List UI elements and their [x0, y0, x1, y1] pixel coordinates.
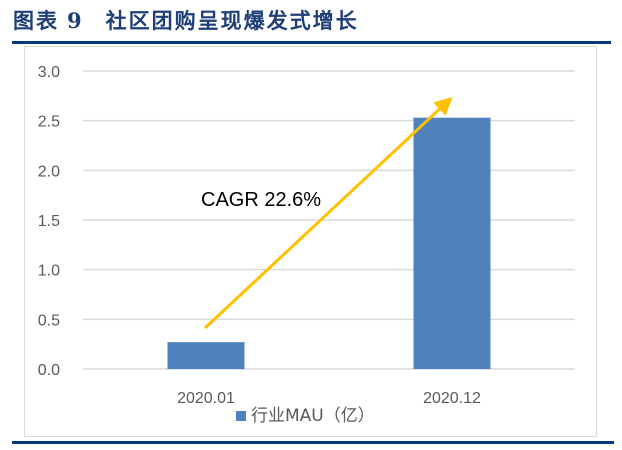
y-tick-label: 1.0: [38, 263, 60, 280]
y-tick-label: 1.5: [38, 213, 60, 230]
y-tick-label: 0.5: [38, 312, 60, 329]
header-rule: [12, 41, 611, 44]
bars: [167, 117, 491, 369]
legend-label: 行业MAU（亿）: [251, 406, 375, 426]
y-tick-label: 3.0: [38, 64, 60, 81]
figure-label: 图表: [13, 8, 59, 33]
legend-swatch: [236, 411, 246, 421]
x-tick-label: 2020.01: [177, 390, 235, 407]
footer-rule: [12, 441, 614, 444]
y-tick-label: 0.0: [38, 362, 60, 379]
legend: 行业MAU（亿）: [236, 406, 375, 426]
y-tick-label: 2.0: [38, 163, 60, 180]
gridlines: [83, 70, 575, 370]
chart-frame: [24, 46, 597, 437]
x-tick-label: 2020.12: [423, 390, 481, 407]
y-axis-ticks: 0.0 0.5 1.0 1.5 2.0 2.5 3.0: [38, 64, 60, 379]
y-tick-label: 2.5: [38, 114, 60, 131]
figure-title-text: 社区团购呈现爆发式增长: [105, 8, 359, 33]
bar: [413, 117, 491, 369]
figure-title: 图表 9 社区团购呈现爆发式增长: [13, 4, 359, 38]
figure-number: 9: [67, 8, 84, 33]
cagr-annotation: CAGR 22.6%: [201, 189, 321, 211]
bar: [167, 342, 245, 369]
x-axis-ticks: 2020.01 2020.12: [177, 390, 481, 407]
cagr-arrow: [203, 96, 453, 330]
